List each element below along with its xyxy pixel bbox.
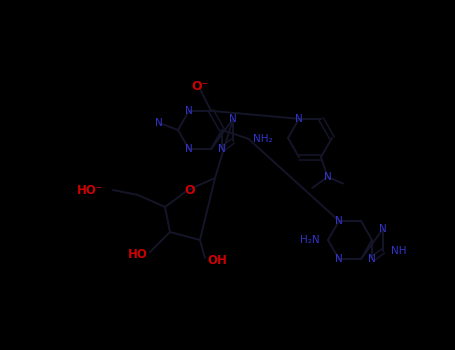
Text: H₂N: H₂N bbox=[300, 235, 320, 245]
Text: N: N bbox=[218, 144, 226, 154]
Text: N: N bbox=[324, 172, 332, 182]
Text: NH: NH bbox=[391, 246, 406, 256]
Text: N: N bbox=[379, 224, 387, 234]
Text: N: N bbox=[229, 114, 237, 124]
Text: OH: OH bbox=[207, 253, 227, 266]
Text: N: N bbox=[185, 144, 193, 154]
Text: N: N bbox=[335, 254, 343, 264]
Text: N: N bbox=[185, 106, 193, 116]
Text: HO: HO bbox=[128, 247, 148, 260]
Text: O⁻: O⁻ bbox=[192, 80, 209, 93]
Text: O: O bbox=[185, 183, 195, 196]
Text: N: N bbox=[155, 118, 162, 128]
Text: NH₂: NH₂ bbox=[253, 134, 273, 144]
Text: N: N bbox=[295, 114, 303, 124]
Text: N: N bbox=[335, 216, 343, 226]
Text: N: N bbox=[368, 254, 376, 264]
Text: HO⁻: HO⁻ bbox=[77, 183, 103, 196]
